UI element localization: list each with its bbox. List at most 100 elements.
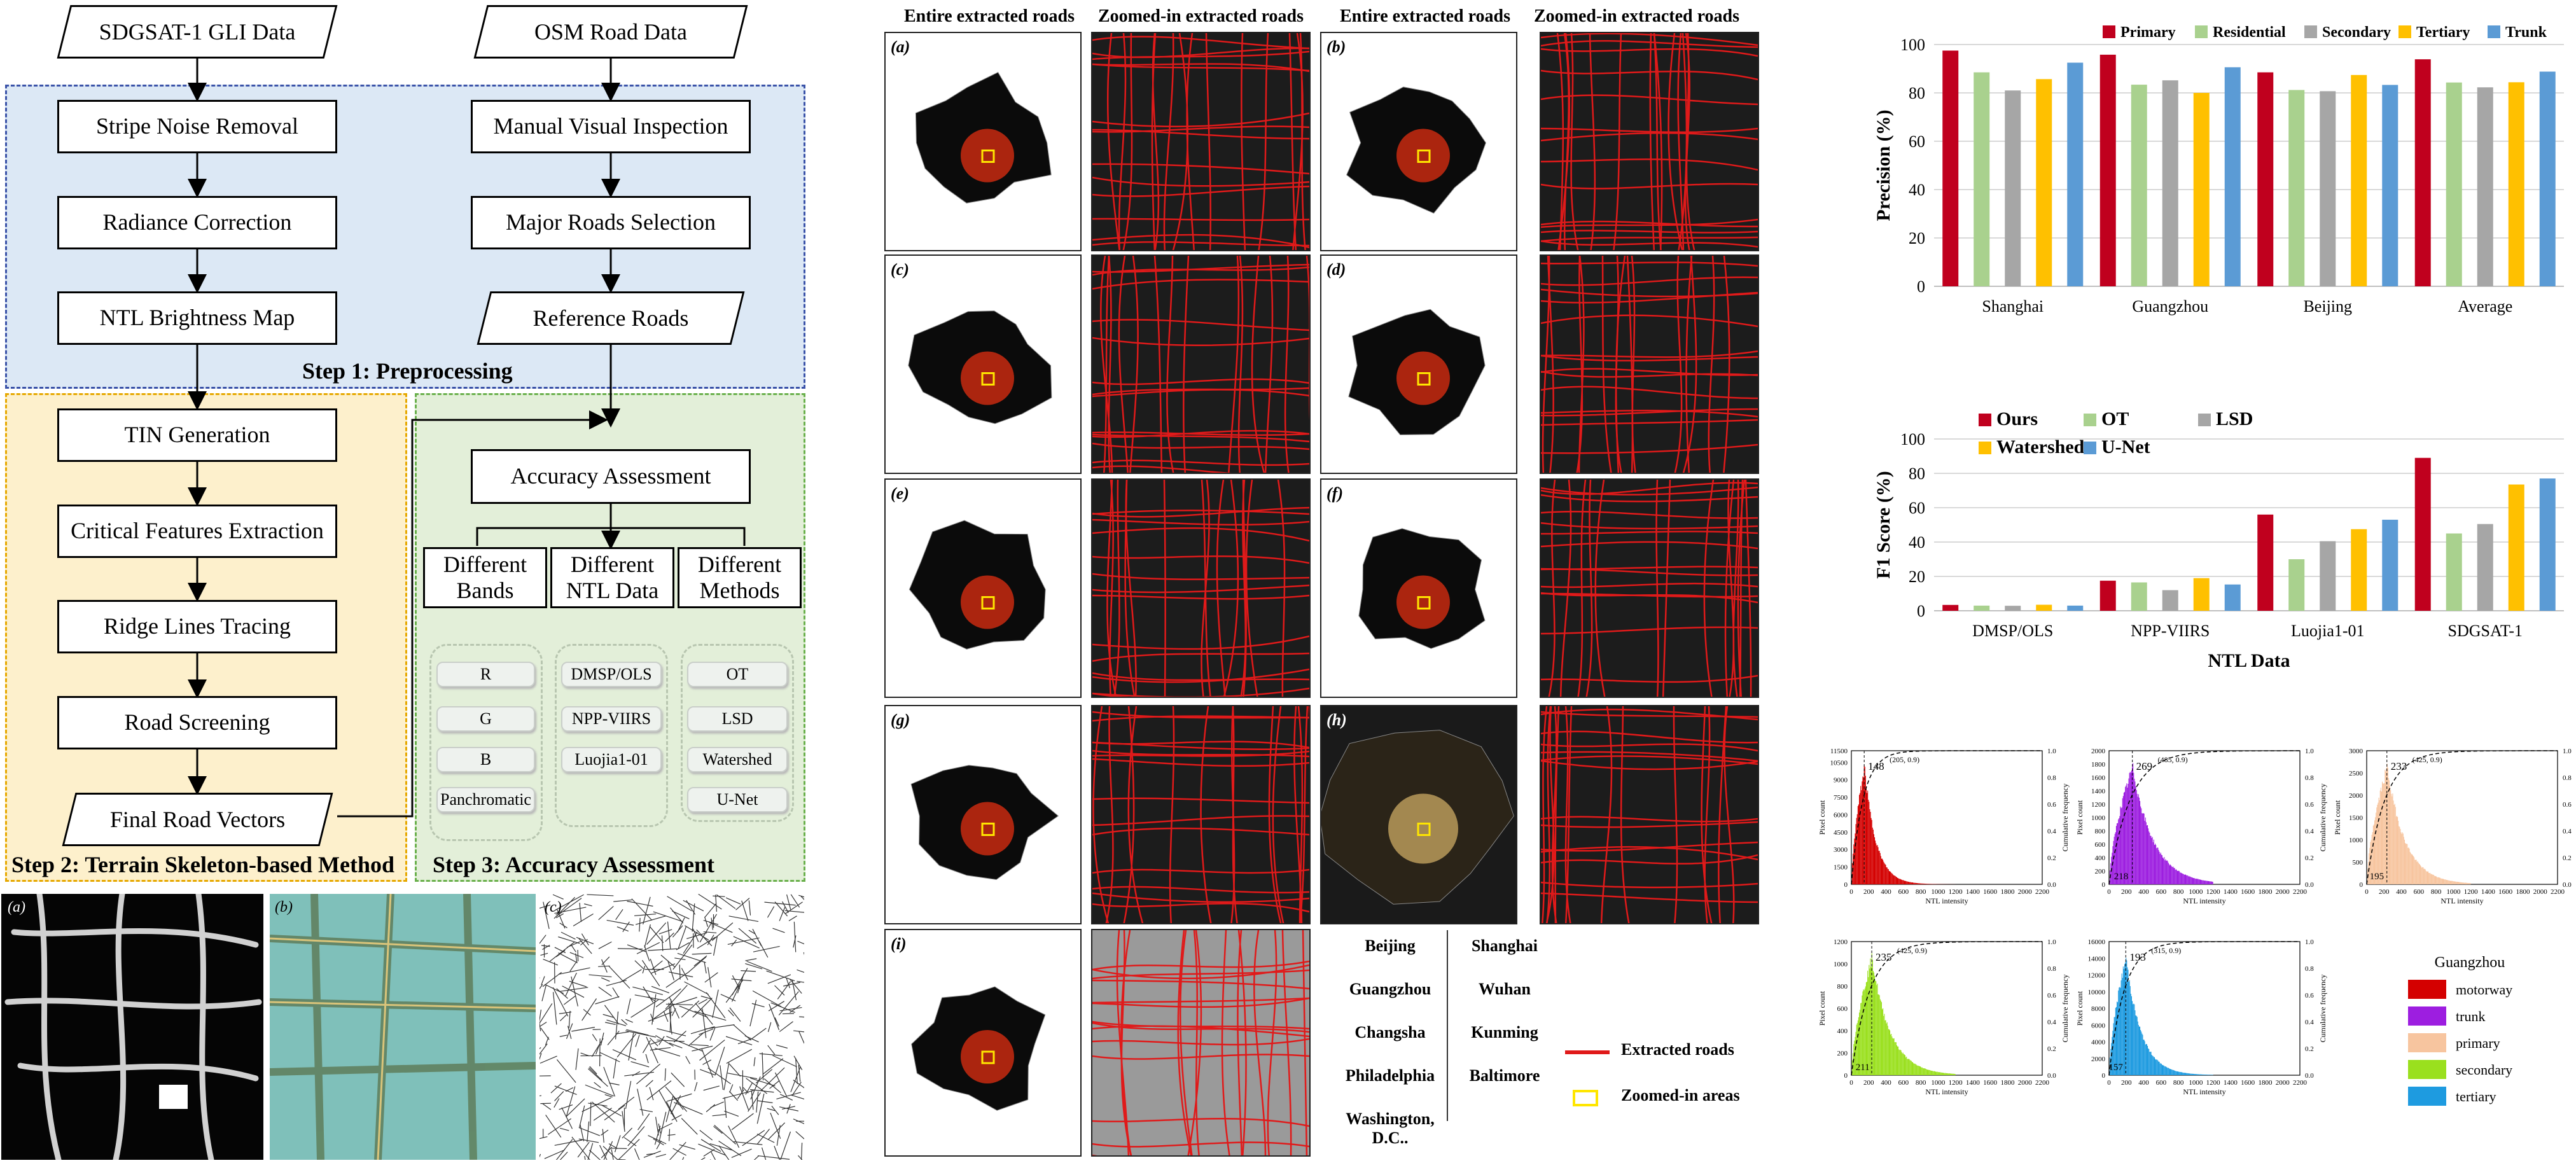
flow-arrows	[188, 59, 746, 818]
legend-swatch	[2408, 1033, 2446, 1052]
extracted-roads-swatch	[1565, 1050, 1610, 1054]
map-entire-d: (d)	[1320, 254, 1517, 474]
x-tick-label: Guangzhou	[2132, 297, 2208, 316]
hist-bar	[1902, 1053, 1903, 1075]
ntl-npp: NPP-VIIRS	[561, 706, 662, 732]
hist-bar	[2131, 996, 2132, 1075]
hist-bar	[2133, 1003, 2134, 1075]
extracted-road-lines	[1092, 480, 1309, 697]
x-tick-label: 200	[2121, 888, 2132, 896]
hist-bar	[2197, 879, 2199, 884]
panel-c-label: (c)	[545, 899, 562, 916]
y-tick-label: 1500	[1834, 864, 1848, 872]
y-tick-label: 800	[2095, 828, 2106, 835]
y-tick-label: 1400	[2091, 788, 2106, 795]
zoom-box	[981, 150, 995, 163]
bar-watershed	[2193, 578, 2210, 611]
hist-bar	[2180, 1072, 2182, 1075]
hist-bar	[1886, 867, 1888, 884]
zoom-box	[981, 1050, 995, 1064]
map-entire-g: (g)	[884, 705, 1082, 924]
urban-core	[961, 802, 1014, 856]
y-tick-label: 9000	[1834, 777, 1848, 784]
legend-label: Tertiary	[2416, 24, 2470, 41]
hist-bar	[2147, 825, 2148, 884]
hist-bar	[2197, 1074, 2198, 1075]
legend-label: motorway	[2456, 982, 2512, 998]
y-tick-label: 100	[1900, 430, 1925, 449]
hist-bar	[2404, 839, 2405, 884]
hist-bar	[2467, 882, 2468, 884]
hist-bar	[1928, 1069, 1930, 1075]
hist-bar	[2136, 1017, 2138, 1075]
hist-bar	[2164, 860, 2166, 884]
hist-bar	[1916, 882, 1918, 884]
hist-bar	[1938, 1072, 1939, 1075]
zoom-box	[1417, 596, 1431, 609]
hist-bar	[1902, 1052, 1904, 1075]
hist-bar	[2176, 1071, 2178, 1075]
x-tick-label: 400	[2396, 888, 2407, 896]
hist-bar	[2453, 881, 2454, 884]
hist-bar	[1908, 1059, 1909, 1075]
hist-bar	[2203, 880, 2204, 884]
hist-bar	[2162, 1065, 2164, 1075]
hist-bar	[2201, 880, 2203, 884]
hist-bar	[2206, 881, 2208, 884]
y-axis-label: Pixel count	[1820, 800, 1827, 835]
cumulative-curve	[2108, 750, 2300, 885]
hist-bar	[1860, 786, 1862, 884]
hist-bar	[2125, 786, 2126, 884]
x-tick-label: 0	[2365, 888, 2369, 896]
legend-label: LSD	[2216, 408, 2253, 429]
extracted-road-lines	[1092, 256, 1309, 473]
hist-bar	[1886, 867, 1887, 884]
urban-core	[961, 129, 1014, 183]
x-axis-label: NTL intensity	[2440, 896, 2483, 905]
hist-bar	[2460, 882, 2461, 884]
hist-bar	[1909, 1059, 1910, 1075]
map-zoom-g	[1091, 705, 1311, 924]
hist-bar	[2407, 847, 2409, 884]
hist-bar	[2392, 793, 2393, 884]
hist-bar	[2159, 1063, 2161, 1075]
x-tick-label: 1400	[2224, 888, 2238, 896]
hist-bar	[2138, 1026, 2140, 1075]
panel-label: (g)	[891, 711, 910, 729]
hist-bar	[2379, 790, 2381, 884]
y-tick-label: 0	[1844, 1072, 1848, 1080]
hist-bar	[2127, 970, 2129, 1075]
hist-bar	[1868, 799, 1869, 884]
city-name: Kunming	[1471, 1023, 1538, 1041]
final-road-vectors-box: Final Road Vectors	[69, 793, 326, 846]
hist-bar	[1877, 994, 1879, 1075]
low-value: 211	[1856, 1062, 1870, 1073]
bar-trunk	[2224, 67, 2241, 286]
cumulative-curve	[1851, 941, 2042, 1076]
hist-bar	[2169, 1069, 2170, 1075]
legend-title: Guangzhou	[2435, 954, 2505, 971]
y2-tick-label: 0.2	[2563, 854, 2572, 862]
panel-label: (c)	[891, 260, 909, 279]
f1-score-chart: 0 20 40 60 80 100 F1 Score (%) NTL Data DMSP/OLS…	[1873, 408, 2564, 671]
x-tick-label: 2000	[2018, 888, 2033, 896]
hist-bar	[1907, 1059, 1909, 1075]
x-tick-label: 0	[1849, 888, 1853, 896]
hist-bar	[2129, 986, 2131, 1075]
cumulative-point: (485, 0.9)	[2158, 755, 2188, 764]
city-name: Shanghai	[1471, 937, 1538, 955]
y2-tick-label: 0.6	[2047, 992, 2056, 999]
hist-bar	[2112, 1031, 2113, 1075]
gli-data-input: SDGSAT-1 GLI Data	[64, 5, 331, 59]
legend-label: OT	[2101, 408, 2129, 429]
hist-bar	[2397, 817, 2398, 884]
hist-bar	[2415, 860, 2416, 884]
hist-bar	[2143, 813, 2145, 884]
hist-bar	[1881, 858, 1882, 884]
hist-bar	[2113, 837, 2115, 884]
hist-bar	[2369, 847, 2371, 884]
bar-tertiary	[2508, 82, 2524, 286]
legend-swatch	[2408, 980, 2446, 999]
hist-bar	[2126, 783, 2127, 884]
hist-bar	[2425, 869, 2426, 884]
